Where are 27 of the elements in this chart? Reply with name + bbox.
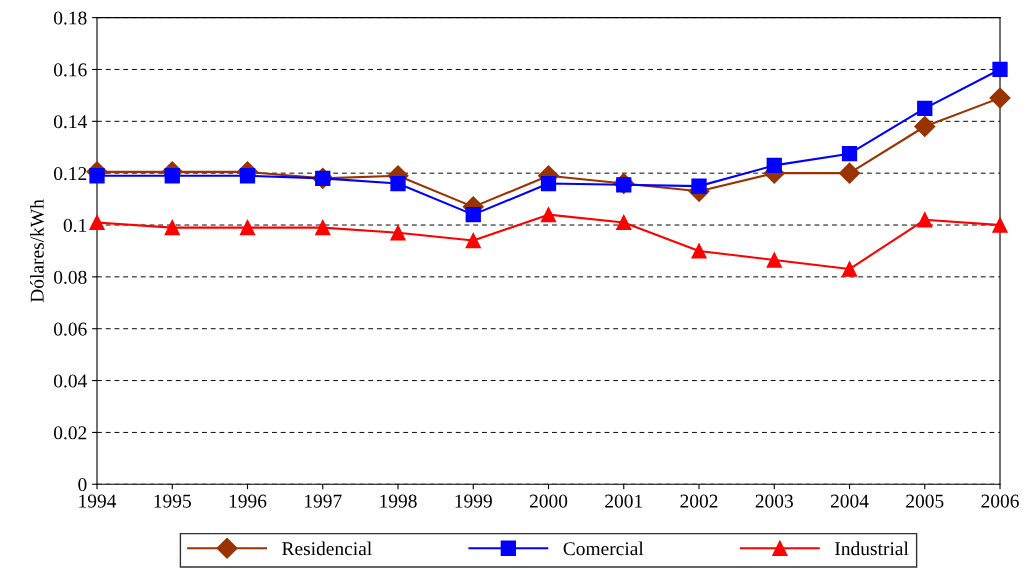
x-tick-label: 2002 bbox=[680, 494, 718, 508]
x-tick-label: 2000 bbox=[529, 494, 568, 508]
x-tick-label: 2004 bbox=[830, 494, 869, 508]
y-axis-title: Dólares/kWh bbox=[30, 199, 44, 303]
y-tick-label: 0.06 bbox=[54, 322, 87, 336]
x-tick-label: 1999 bbox=[455, 494, 492, 508]
y-tick-label: 0 bbox=[78, 478, 87, 492]
x-tick-label: 1995 bbox=[154, 494, 191, 508]
x-tick-label: 1997 bbox=[305, 494, 342, 508]
y-tick-label: 0.12 bbox=[54, 166, 87, 181]
legend-label: Comercial bbox=[563, 541, 644, 556]
y-tick-label: 0.1 bbox=[63, 218, 87, 233]
x-tick-label: 1998 bbox=[380, 494, 417, 508]
x-tick-label: 2003 bbox=[755, 494, 793, 508]
legend-label: Industrial bbox=[835, 541, 909, 556]
x-tick-label: 2005 bbox=[906, 494, 944, 508]
x-tick-label: 2001 bbox=[605, 494, 643, 508]
x-tick-label: 1994 bbox=[79, 494, 117, 508]
legend-label: Residencial bbox=[282, 541, 372, 556]
y-tick-label: 0.14 bbox=[54, 115, 87, 129]
y-tick-label: 0.02 bbox=[54, 426, 87, 440]
y-tick-label: 0.04 bbox=[54, 374, 87, 388]
y-tick-label: 0.08 bbox=[54, 270, 87, 284]
x-tick-label: 2006 bbox=[981, 494, 1019, 508]
y-tick-label: 0.18 bbox=[54, 11, 87, 25]
x-tick-label: 1996 bbox=[229, 494, 267, 508]
y-tick-label: 0.16 bbox=[54, 63, 87, 77]
